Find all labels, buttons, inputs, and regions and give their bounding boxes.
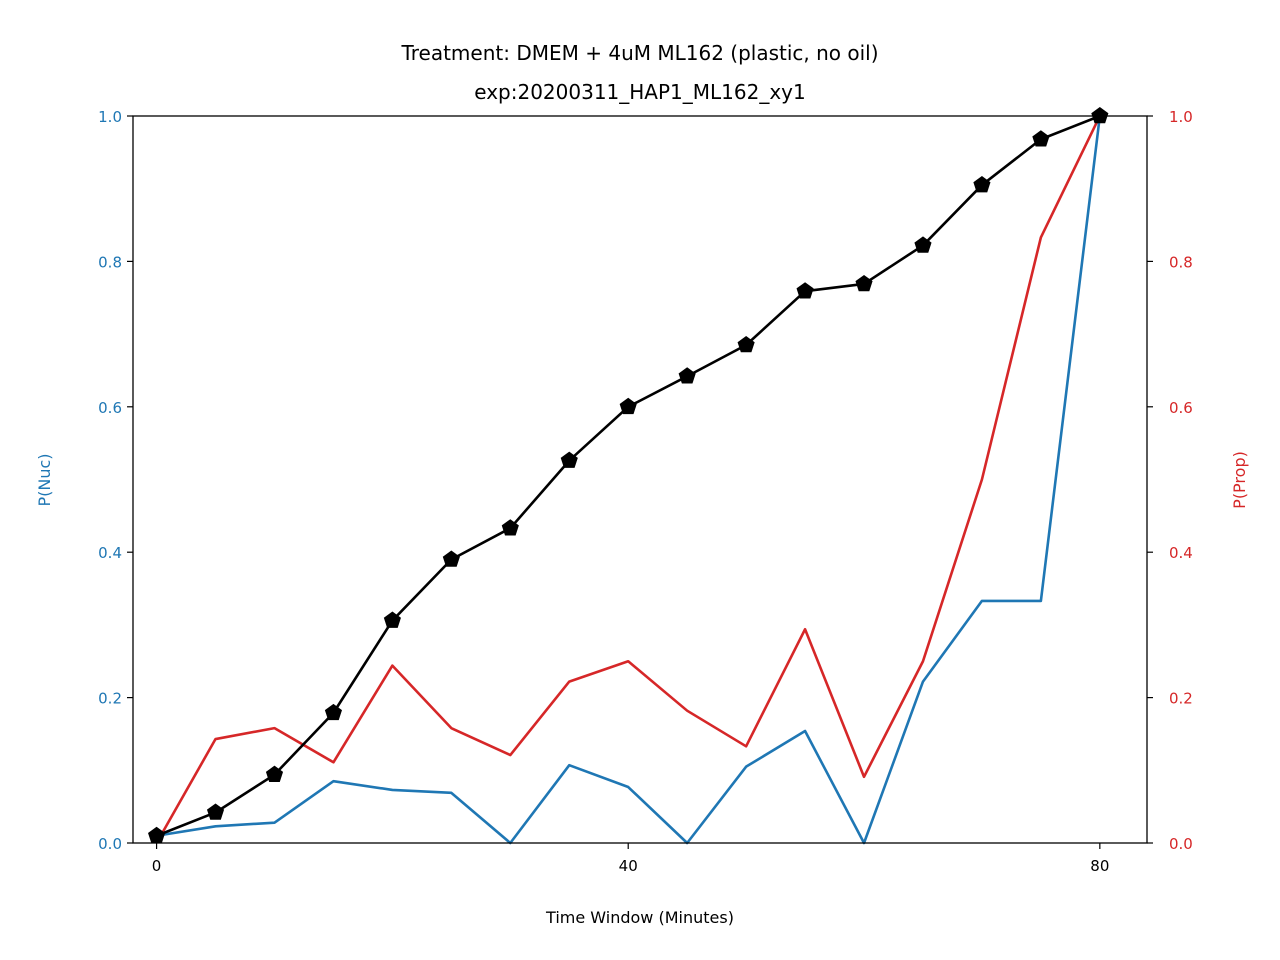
series-2-point <box>678 367 696 384</box>
chart-subtitle: exp:20200311_HAP1_ML162_xy1 <box>474 80 806 104</box>
x-tick-label: 40 <box>619 857 638 875</box>
y-left-tick-label: 0.4 <box>98 544 122 562</box>
y-axis-label-left: P(Nuc) <box>35 453 54 506</box>
series-0-line <box>156 115 1102 845</box>
series-2-line <box>156 114 1101 837</box>
series-2-point <box>1091 107 1109 124</box>
x-tick-label: 0 <box>152 857 162 875</box>
series-2-point <box>324 703 342 721</box>
series-2-point <box>206 803 225 820</box>
y-right-tick-label: 1.0 <box>1169 108 1193 126</box>
y-right-tick-label: 0.6 <box>1169 399 1193 417</box>
series-2-point <box>796 282 814 299</box>
chart-title: Treatment: DMEM + 4uM ML162 (plastic, no… <box>400 41 878 65</box>
series-2-point <box>383 611 401 628</box>
series-2-point <box>737 336 755 353</box>
series-2-point <box>973 176 991 193</box>
series-layer <box>148 107 1109 845</box>
series-0 <box>156 115 1102 845</box>
y-right-tick-label: 0.2 <box>1169 690 1193 708</box>
series-1-line <box>155 115 1102 844</box>
series-2-point <box>619 397 637 415</box>
y-left-tick-label: 0.2 <box>98 690 122 708</box>
series-2-point <box>148 826 166 844</box>
y-left-tick-label: 0.0 <box>98 835 122 853</box>
series-2-point <box>501 519 519 536</box>
y-right-tick-label: 0.4 <box>1169 544 1193 562</box>
series-2-point <box>560 451 578 468</box>
series-2-point <box>1032 130 1050 147</box>
plot-frame <box>132 115 1148 844</box>
series-2 <box>148 107 1109 844</box>
series-2-point <box>914 236 932 253</box>
y-left-tick-label: 0.8 <box>98 253 122 271</box>
ticks-layer: 0 40 80 0.0 0.2 0.4 0.6 0.8 1.0 0.0 0.2 0.4 0.6 0.8 1.… <box>98 108 1193 875</box>
series-1 <box>155 115 1102 844</box>
y-axis-label-right: P(Prop) <box>1230 451 1249 509</box>
x-tick-label: 80 <box>1090 857 1109 875</box>
y-right-tick-label: 0.8 <box>1169 253 1193 271</box>
y-right-tick-label: 0.0 <box>1169 835 1193 853</box>
series-2-point <box>855 274 873 292</box>
series-2-point <box>442 550 460 567</box>
y-left-tick-label: 1.0 <box>98 108 122 126</box>
x-axis-label: Time Window (Minutes) <box>545 908 734 927</box>
series-2-point <box>265 765 284 782</box>
y-left-tick-label: 0.6 <box>98 399 122 417</box>
